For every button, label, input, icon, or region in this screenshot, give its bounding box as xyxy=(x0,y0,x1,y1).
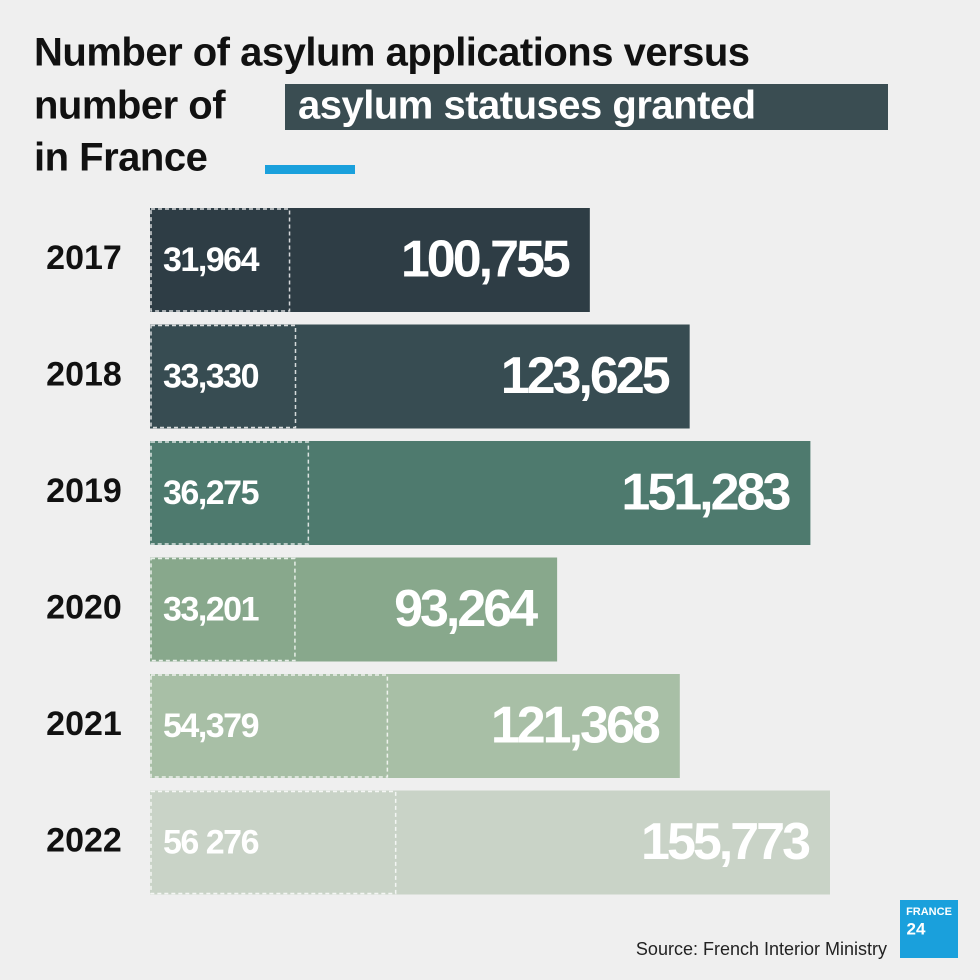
applications-label: 151,283 xyxy=(621,464,790,522)
applications-label: 155,773 xyxy=(641,813,810,871)
category-label: 2022 xyxy=(46,821,122,859)
granted-bar xyxy=(150,557,296,662)
legend-line xyxy=(265,165,355,174)
category-label: 2019 xyxy=(46,472,122,510)
granted-bar xyxy=(150,324,297,429)
applications-label: 123,625 xyxy=(501,347,670,405)
logo xyxy=(900,900,958,958)
category-label: 2017 xyxy=(46,239,122,277)
source: Source: French Interior Ministry xyxy=(636,939,887,959)
granted-bar xyxy=(150,441,310,545)
applications-label: 100,755 xyxy=(401,231,570,289)
granted-label: 54,379 xyxy=(163,707,259,745)
granted-bar xyxy=(150,790,397,895)
title-line: in France xyxy=(34,136,207,180)
granted-label: 33,201 xyxy=(163,590,259,628)
title-line: Number of asylum applications versus xyxy=(34,31,750,75)
title-highlight-text: asylum statuses granted xyxy=(298,84,756,128)
logo-text: FRANCE xyxy=(906,906,952,918)
logo-text: 24 xyxy=(907,919,926,938)
title-highlight xyxy=(285,84,888,130)
granted-label: 36,275 xyxy=(163,474,259,512)
granted-bar xyxy=(150,208,291,312)
granted-bar xyxy=(150,674,389,778)
category-label: 2020 xyxy=(46,588,122,626)
applications-label: 121,368 xyxy=(491,697,660,755)
category-label: 2018 xyxy=(46,355,122,393)
applications-label: 93,264 xyxy=(394,580,538,638)
title-line: number of xyxy=(34,84,226,128)
granted-label: 33,330 xyxy=(163,357,259,395)
granted-label: 56 276 xyxy=(163,823,259,861)
granted-label: 31,964 xyxy=(163,241,260,279)
category-label: 2021 xyxy=(46,705,122,743)
